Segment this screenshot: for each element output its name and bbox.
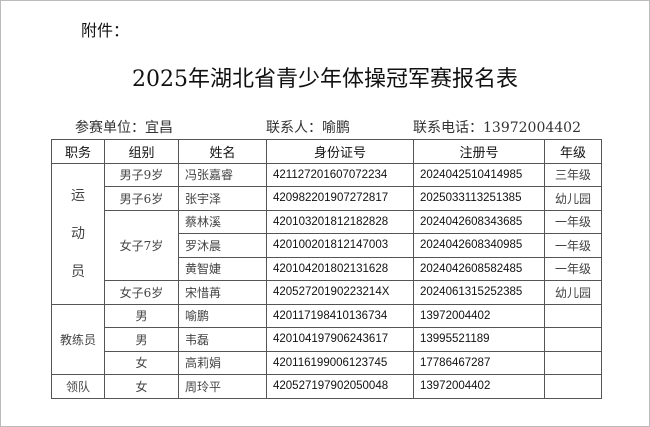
table-cell: 幼儿园: [544, 280, 602, 305]
table-row: 男子6岁 张宇泽 420982201907272817 202503311325138…: [52, 186, 602, 211]
table-cell: 领队: [51, 374, 105, 399]
table-cell: [544, 327, 602, 352]
header-cell: 组别: [104, 139, 179, 164]
table-cell: 黄智婕: [178, 256, 267, 281]
table-cell: 420100201812147003: [266, 233, 414, 258]
page-title: 2025年湖北省青少年体操冠军赛报名表: [132, 67, 518, 92]
role-char: 运: [71, 187, 85, 204]
table-cell: 周玲平: [178, 374, 267, 399]
table-row: 黄智婕 420104201802131628 2024042608582485 一年级: [52, 256, 602, 281]
table-cell: 女子7岁: [104, 209, 179, 281]
table-cell: 韦磊: [178, 327, 267, 352]
table-cell: 张宇泽: [178, 186, 267, 211]
table-cell: 冯张嘉睿: [178, 162, 267, 187]
table-row: 女子7岁 蔡林溪 420103201812182828 202404260834368…: [52, 209, 602, 281]
table-cell: 男子6岁: [104, 186, 179, 211]
table-cell: 2024042608340985: [413, 233, 545, 258]
table-cell: 男子9岁: [104, 162, 179, 187]
table-row: 运动员男子9岁 冯张嘉睿 421127201607072234 20240425104…: [51, 162, 602, 305]
table-cell: 2024042510414985: [413, 162, 545, 187]
table-row: 男韦磊 420104197906243617 13995521189: [52, 327, 602, 352]
header-cell: 身份证号: [266, 139, 414, 164]
table-cell: 2024042608343685: [413, 209, 545, 234]
table-cell: 420982201907272817: [266, 186, 414, 211]
table-cell: [544, 303, 602, 328]
phone-info: 联系电话：13972004402: [413, 120, 581, 136]
table-cell: 教练员: [51, 303, 105, 375]
table-cell: 高莉娟: [178, 350, 267, 375]
table-cell: 42052720190223214X: [266, 280, 414, 305]
table-cell: 一年级: [544, 233, 602, 258]
table-cell: 女子6岁: [104, 280, 179, 305]
header-cell: 年级: [544, 139, 602, 164]
table-cell: 幼儿园: [544, 186, 602, 211]
table-cell: 宋惜苒: [178, 280, 267, 305]
table-cell: 420104201802131628: [266, 256, 414, 281]
registration-table: 职务 组别 姓名 身份证号 注册号 年级 运动员男子9岁 冯张嘉睿 42112720…: [51, 139, 602, 399]
table-cell: 女: [104, 350, 179, 375]
table-cell: 421127201607072234: [266, 162, 414, 187]
role-cell: 运动员: [51, 162, 105, 305]
table-cell: 三年级: [544, 162, 602, 187]
contact-info: 联系人：喻鹏: [266, 120, 350, 136]
table-cell: 420116199006123745: [266, 350, 414, 375]
role-char: 员: [71, 263, 85, 280]
table-cell: 罗沐晨: [178, 233, 267, 258]
table-cell: 2024042608582485: [413, 256, 545, 281]
header-cell: 姓名: [178, 139, 267, 164]
table-row: 女高莉娟 420116199006123745 17786467287: [52, 350, 602, 375]
table-cell: 男: [104, 303, 179, 328]
table-row: 领队女周玲平 420527197902050048 13972004402: [51, 374, 602, 399]
table-cell: 420527197902050048: [266, 374, 414, 399]
table-cell: 一年级: [544, 209, 602, 234]
table-cell: [544, 350, 602, 375]
table-row: 教练员男喻鹏 420117198410136734 13972004402: [51, 303, 602, 375]
table-cell: 2025033113251385: [413, 186, 545, 211]
header-cell: 职务: [51, 139, 105, 164]
table-row: 罗沐晨 420100201812147003 2024042608340985 一年级: [52, 233, 602, 258]
table-cell: [544, 374, 602, 399]
unit-info: 参赛单位：宜昌: [75, 120, 173, 136]
attachment-label: 附件：: [81, 21, 130, 40]
table-cell: 蔡林溪: [178, 209, 267, 234]
table-cell: 女: [104, 374, 179, 399]
table-row: 女子6岁 宋惜苒 42052720190223214X 202406131525238…: [52, 280, 602, 305]
table-cell: 420117198410136734: [266, 303, 414, 328]
role-char: 动: [71, 225, 85, 242]
header-cell: 注册号: [413, 139, 545, 164]
table-cell: 13972004402: [413, 374, 545, 399]
table-cell: 男: [104, 327, 179, 352]
header-row: 职务 组别 姓名 身份证号 注册号 年级: [51, 139, 602, 164]
table-cell: 2024061315252385: [413, 280, 545, 305]
table-cell: 一年级: [544, 256, 602, 281]
table-cell: 13972004402: [413, 303, 545, 328]
table-cell: 17786467287: [413, 350, 545, 375]
table-cell: 13995521189: [413, 327, 545, 352]
table-cell: 喻鹏: [178, 303, 267, 328]
table-cell: 420103201812182828: [266, 209, 414, 234]
table-cell: 420104197906243617: [266, 327, 414, 352]
